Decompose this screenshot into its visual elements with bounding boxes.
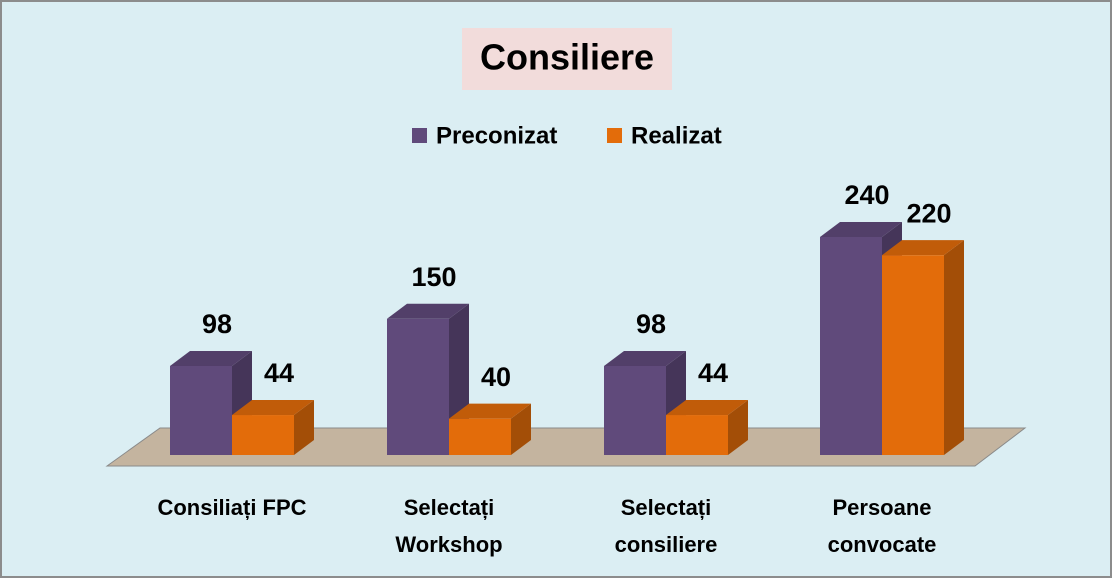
data-label: 220 xyxy=(906,198,951,228)
bar-top xyxy=(387,303,469,319)
bar-front xyxy=(820,237,882,455)
bar-front xyxy=(232,415,294,455)
bar-front xyxy=(604,365,666,455)
legend-label: Preconizat xyxy=(436,122,557,149)
bar-side xyxy=(944,240,964,455)
bar xyxy=(666,400,748,455)
x-tick-label: Selectați consiliere xyxy=(614,495,718,557)
chart-title: Consiliere xyxy=(480,37,654,78)
bar-side xyxy=(511,403,531,455)
legend-swatch xyxy=(607,128,622,143)
bar-front xyxy=(387,318,449,455)
floor xyxy=(105,427,1027,467)
bar xyxy=(170,350,252,455)
bar xyxy=(232,400,314,455)
legend-label: Realizat xyxy=(631,122,722,149)
title-box xyxy=(462,28,672,90)
x-tick-label: Consiliați FPC xyxy=(157,495,307,520)
bar-top xyxy=(666,400,748,416)
bar xyxy=(449,403,531,455)
data-label: 44 xyxy=(264,358,294,388)
x-tick-label: Persoane convocate xyxy=(827,495,937,557)
bar-side xyxy=(294,400,314,455)
bar-front xyxy=(449,418,511,455)
bar-top xyxy=(170,350,252,366)
bar-front xyxy=(170,365,232,455)
bar-top xyxy=(449,403,531,419)
bar-front xyxy=(882,255,944,455)
bar-top xyxy=(604,350,686,366)
bar-top xyxy=(882,240,964,256)
x-tick-label: Selectați Workshop xyxy=(395,495,503,557)
data-label: 98 xyxy=(202,309,232,339)
data-label: 98 xyxy=(636,309,666,339)
data-label: 44 xyxy=(698,358,728,388)
legend-swatch xyxy=(412,128,427,143)
bar-top xyxy=(232,400,314,416)
data-label: 40 xyxy=(481,362,511,392)
bar-front xyxy=(666,415,728,455)
bar xyxy=(882,240,964,455)
data-label: 150 xyxy=(411,262,456,292)
bar-side xyxy=(728,400,748,455)
data-label: 240 xyxy=(844,180,889,210)
bar-top xyxy=(820,222,902,237)
